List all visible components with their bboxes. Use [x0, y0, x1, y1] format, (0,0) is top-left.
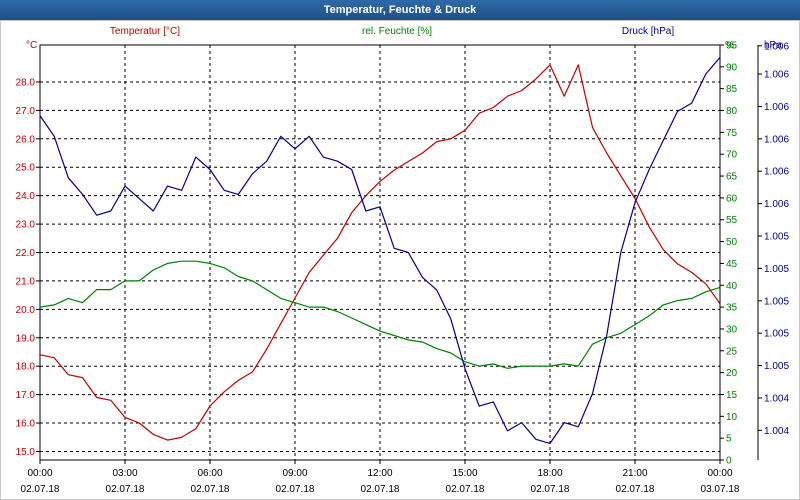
temperature-tick-label: 25.0 — [16, 163, 36, 174]
temperature-tick-label: 15.0 — [16, 447, 36, 458]
pressure-tick-label: 1.006 — [764, 70, 789, 81]
pressure-tick-label: 1.006 — [764, 102, 789, 113]
temperature-tick-label: 23.0 — [16, 220, 36, 231]
temperature-tick-label: 16.0 — [16, 419, 36, 430]
humidity-tick-label: 25 — [726, 346, 738, 357]
humidity-tick-label: 35 — [726, 303, 738, 314]
humidity-tick-label: 45 — [726, 259, 738, 270]
x-tick-time: 18:00 — [537, 468, 562, 479]
humidity-tick-label: 20 — [726, 368, 738, 379]
humidity-tick-label: 85 — [726, 84, 738, 95]
humidity-tick-label: 95 — [726, 41, 738, 52]
pressure-tick-label: 1.005 — [764, 264, 789, 275]
pressure-tick-label: 1.006 — [764, 134, 789, 145]
pressure-tick-label: 1.005 — [764, 329, 789, 340]
humidity-tick-label: 30 — [726, 324, 738, 335]
temperature-axis-label: Temperatur [°C] — [110, 26, 180, 37]
x-tick-date: 02.07.18 — [106, 484, 145, 495]
x-tick-date: 02.07.18 — [531, 484, 570, 495]
temperature-unit: °C — [26, 40, 37, 51]
temperature-series-line — [39, 64, 721, 441]
x-tick-time: 12:00 — [367, 468, 392, 479]
x-tick-time: 00:00 — [27, 468, 52, 479]
x-tick-time: 03:00 — [112, 468, 137, 479]
pressure-tick-label: 1.006 — [764, 41, 789, 52]
x-tick-time: 00:00 — [707, 468, 732, 479]
humidity-tick-label: 70 — [726, 150, 738, 161]
humidity-tick-label: 55 — [726, 215, 738, 226]
temperature-tick-label: 18.0 — [16, 362, 36, 373]
humidity-axis-label: rel. Feuchte [%] — [362, 26, 432, 37]
pressure-tick-label: 1.005 — [764, 296, 789, 307]
pressure-tick-label: 1.005 — [764, 361, 789, 372]
x-tick-date: 02.07.18 — [191, 484, 230, 495]
humidity-tick-label: 90 — [726, 62, 738, 73]
x-tick-date: 02.07.18 — [446, 484, 485, 495]
pressure-tick-label: 1.006 — [764, 199, 789, 210]
humidity-tick-label: 40 — [726, 281, 738, 292]
pressure-tick-label: 1.006 — [764, 167, 789, 178]
temperature-tick-label: 17.0 — [16, 390, 36, 401]
temperature-tick-label: 19.0 — [16, 333, 36, 344]
x-tick-date: 03.07.18 — [701, 484, 740, 495]
x-tick-time: 09:00 — [282, 468, 307, 479]
temperature-tick-label: 24.0 — [16, 191, 36, 202]
humidity-tick-label: 75 — [726, 128, 738, 139]
pressure-axis-label: Druck [hPa] — [622, 26, 674, 37]
humidity-tick-label: 65 — [726, 172, 738, 183]
pressure-tick-label: 1.005 — [764, 232, 789, 243]
x-tick-date: 02.07.18 — [616, 484, 655, 495]
humidity-unit: % — [725, 40, 734, 51]
humidity-tick-label: 15 — [726, 390, 738, 401]
humidity-tick-label: 5 — [726, 434, 732, 445]
humidity-tick-label: 80 — [726, 106, 738, 117]
temperature-tick-label: 27.0 — [16, 106, 36, 117]
humidity-tick-label: 0 — [726, 456, 732, 467]
temperature-tick-label: 21.0 — [16, 276, 36, 287]
temperature-tick-label: 22.0 — [16, 248, 36, 259]
humidity-tick-label: 10 — [726, 412, 738, 423]
x-tick-time: 06:00 — [197, 468, 222, 479]
x-tick-date: 02.07.18 — [361, 484, 400, 495]
x-tick-date: 02.07.18 — [21, 484, 60, 495]
x-tick-time: 21:00 — [622, 468, 647, 479]
temperature-tick-label: 20.0 — [16, 305, 36, 316]
temperature-tick-label: 26.0 — [16, 134, 36, 145]
pressure-tick-label: 1.004 — [764, 393, 789, 404]
x-tick-date: 02.07.18 — [276, 484, 315, 495]
humidity-tick-label: 50 — [726, 237, 738, 248]
humidity-tick-label: 60 — [726, 193, 738, 204]
pressure-tick-label: 1.004 — [764, 426, 789, 437]
pressure-series-line — [39, 57, 721, 444]
pressure-unit: hPa — [764, 40, 782, 51]
temperature-tick-label: 28.0 — [16, 77, 36, 88]
x-tick-time: 15:00 — [452, 468, 477, 479]
chart-title: Temperatur, Feuchte & Druck — [0, 0, 800, 20]
